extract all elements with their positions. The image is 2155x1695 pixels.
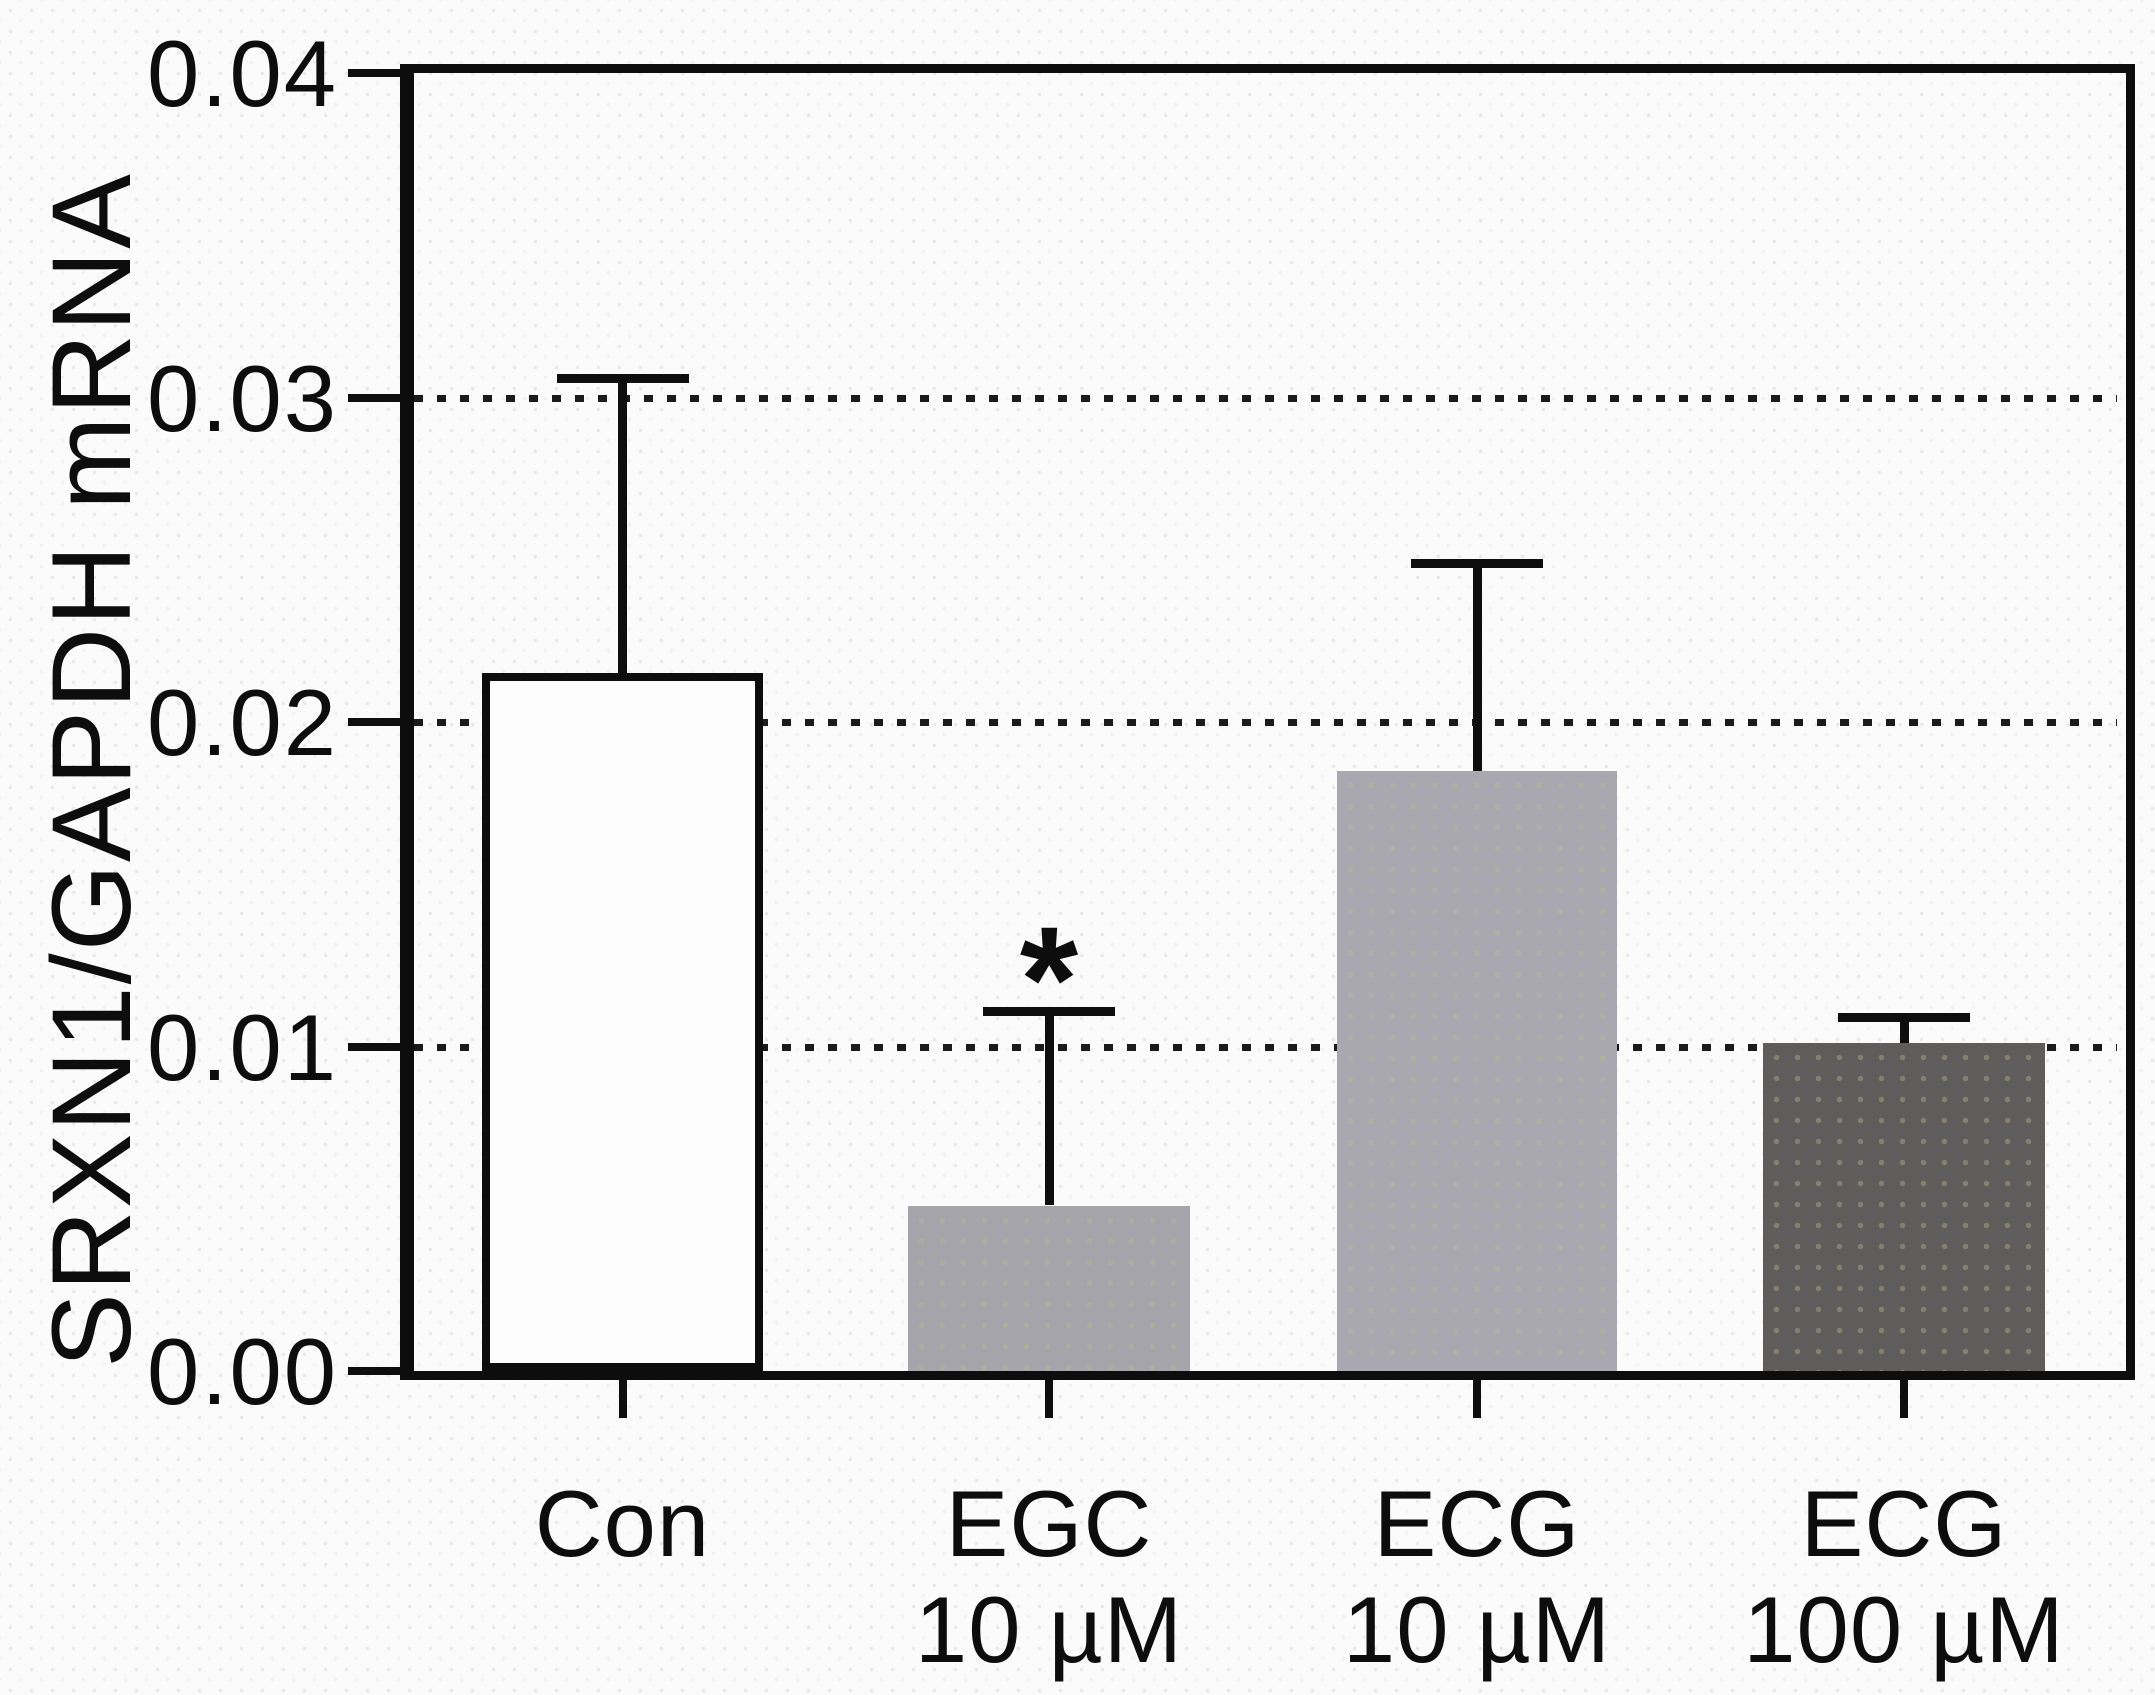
bar-con-error-stem <box>618 378 627 674</box>
bar-ecg-100-m-error-stem <box>1899 1017 1909 1044</box>
y-tick-label-0.03: 0.03 <box>147 345 338 451</box>
y-tick-label-0.00: 0.00 <box>147 1319 338 1424</box>
x-tick-label-line: 10 µM <box>1342 1577 1612 1682</box>
bar-ecg-10-m-error-cap <box>1411 558 1543 568</box>
plot-area <box>400 64 2135 1380</box>
x-tick-label-egc-10-m: EGC 10 µM <box>769 1471 1329 1683</box>
x-tick-label-line: EGC <box>945 1471 1153 1576</box>
bar-ecg-100-m <box>1763 1043 2045 1371</box>
x-tick-label-con: Con <box>343 1471 903 1577</box>
bar-egc-10-m-error-stem <box>1044 1010 1054 1206</box>
x-tick-label-ecg-100-m: ECG 100 µM <box>1624 1471 2155 1683</box>
gridline-0.01 <box>414 1043 2117 1051</box>
bar-ecg-100-m-error-cap <box>1838 1013 1970 1023</box>
x-tick-label-ecg-10-m: ECG 10 µM <box>1197 1471 1757 1683</box>
x-tick-label-line: 100 µM <box>1743 1577 2065 1682</box>
bar-con-error-cap <box>556 374 689 384</box>
bar-egc-10-m <box>908 1205 1190 1372</box>
y-tick-0.04 <box>348 69 400 77</box>
x-tick-label-line: ECG <box>1800 1471 2008 1576</box>
y-tick-0.01 <box>348 1042 400 1051</box>
bar-ecg-10-m <box>1337 770 1617 1372</box>
significance-asterisk: * <box>1019 894 1079 1063</box>
bar-con <box>482 673 763 1371</box>
y-tick-0.02 <box>348 718 400 726</box>
x-tick-label-line: Con <box>534 1471 711 1576</box>
y-tick-label-0.04: 0.04 <box>147 21 338 126</box>
y-tick-label-0.02: 0.02 <box>147 670 338 775</box>
gridline-0.03 <box>414 394 2117 402</box>
gridline-0.02 <box>414 719 2117 726</box>
x-tick-label-line: ECG <box>1373 1471 1581 1576</box>
bar-egc-10-m-error-cap <box>983 1006 1115 1016</box>
x-tick-con <box>618 1380 627 1418</box>
x-tick-ecg-100-m <box>1900 1380 1908 1418</box>
bar-ecg-10-m-error-stem <box>1472 562 1482 771</box>
y-tick-0.00 <box>348 1367 400 1375</box>
x-tick-ecg-10-m <box>1473 1380 1481 1418</box>
x-tick-label-line: 10 µM <box>914 1577 1184 1682</box>
y-tick-label-0.01: 0.01 <box>147 994 338 1100</box>
y-tick-0.03 <box>348 393 400 402</box>
x-tick-egc-10-m <box>1045 1380 1053 1418</box>
